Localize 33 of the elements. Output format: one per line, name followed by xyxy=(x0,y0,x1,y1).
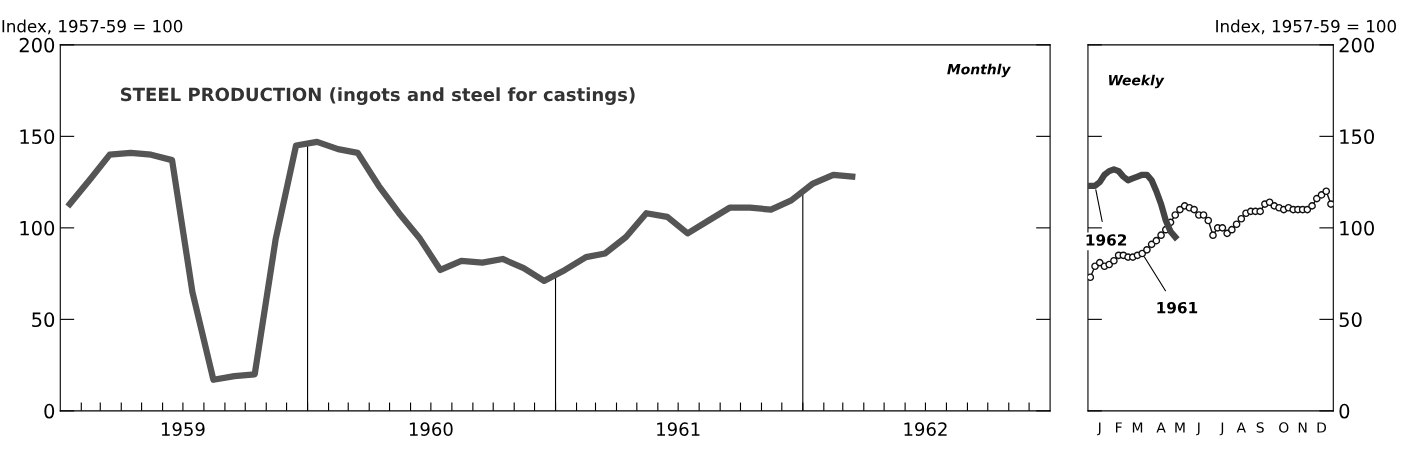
x-tick-label: O xyxy=(1279,422,1289,433)
y-tick-label: 200 xyxy=(19,37,55,53)
annotation: Monthly xyxy=(947,63,1011,78)
x-tick-label: 1962 xyxy=(904,422,947,436)
y-tick-label: 150 xyxy=(1340,129,1374,145)
x-tick-label: N xyxy=(1298,422,1307,433)
y-tick-label: 150 xyxy=(20,129,55,145)
y-tick-label: 100 xyxy=(20,220,55,236)
y-tick-label: 50 xyxy=(32,312,55,328)
x-tick-label: A xyxy=(1156,422,1166,433)
text: 1962 xyxy=(1086,234,1127,246)
y-tick-label: 200 xyxy=(1339,37,1374,53)
x-tick-label: J xyxy=(1096,422,1101,436)
text: 1961 xyxy=(1157,301,1198,314)
x-tick-label: S xyxy=(1256,422,1264,433)
y-axis-title: Index, 1957-59 = 100 xyxy=(1216,19,1396,35)
x-tick-label: F xyxy=(1115,422,1122,433)
annotation: Weekly xyxy=(1109,74,1165,89)
x-tick-label: J xyxy=(1219,422,1224,436)
y-tick-label: 50 xyxy=(1339,312,1362,328)
x-tick-label: A xyxy=(1236,422,1246,433)
x-tick-label: 1961 xyxy=(657,422,700,436)
x-tick-label: M xyxy=(1175,422,1185,433)
y-tick-label: 100 xyxy=(1340,220,1374,236)
y-tick-label: 0 xyxy=(1339,403,1350,419)
x-tick-label: M xyxy=(1132,422,1143,433)
x-tick-label: D xyxy=(1317,422,1327,433)
y-axis-title: Index, 1957-59 = 100 xyxy=(2,19,183,35)
text: STEEL PRODUCTION (ingots and steel for castings) xyxy=(120,87,635,105)
y-tick-label: 0 xyxy=(44,403,55,419)
x-tick-label: 1959 xyxy=(161,422,205,436)
x-tick-label: 1960 xyxy=(409,422,453,436)
x-tick-label: J xyxy=(1196,422,1200,436)
